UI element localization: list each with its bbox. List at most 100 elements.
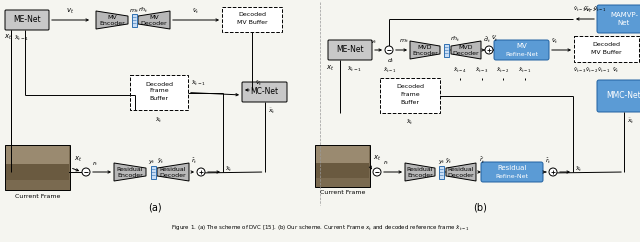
Text: $y_t$: $y_t$ bbox=[148, 158, 156, 166]
Text: Buffer: Buffer bbox=[401, 100, 419, 106]
Text: Figure 1. (a) The scheme of DVC [15]. (b) Our scheme. Current Frame $x_t$ and de: Figure 1. (a) The scheme of DVC [15]. (b… bbox=[171, 223, 469, 233]
Text: MV: MV bbox=[149, 15, 159, 20]
Circle shape bbox=[385, 46, 393, 54]
Text: $\hat{m}_t$: $\hat{m}_t$ bbox=[450, 34, 460, 44]
Text: Encoder: Encoder bbox=[99, 21, 125, 26]
Bar bbox=[6, 146, 69, 164]
Polygon shape bbox=[410, 41, 440, 59]
Text: Encoder: Encoder bbox=[117, 173, 143, 178]
Text: $\hat{m}_t$: $\hat{m}_t$ bbox=[138, 5, 148, 15]
Bar bbox=[380, 78, 440, 113]
Text: Decoded: Decoded bbox=[145, 82, 173, 86]
Polygon shape bbox=[114, 163, 146, 181]
Text: Frame: Frame bbox=[400, 92, 420, 98]
Bar bbox=[444, 44, 449, 56]
Bar bbox=[438, 166, 444, 179]
Text: MMC-Net: MMC-Net bbox=[607, 91, 640, 100]
Text: $x_t$: $x_t$ bbox=[4, 33, 12, 42]
Polygon shape bbox=[451, 41, 481, 59]
Text: Decoder: Decoder bbox=[448, 173, 474, 178]
Text: $-$: $-$ bbox=[83, 169, 89, 174]
Text: $x_t$: $x_t$ bbox=[74, 155, 83, 165]
Bar bbox=[150, 166, 156, 179]
Polygon shape bbox=[405, 163, 435, 181]
Bar bbox=[316, 163, 369, 177]
Text: $\hat{v}_{t-2}$: $\hat{v}_{t-2}$ bbox=[585, 65, 599, 75]
Text: $\hat{x}_{t-1}$: $\hat{x}_{t-1}$ bbox=[14, 33, 29, 43]
Text: Decoded: Decoded bbox=[238, 13, 266, 17]
Text: $m_t$: $m_t$ bbox=[399, 37, 409, 45]
Text: (a): (a) bbox=[148, 202, 162, 212]
Text: $\hat{y}_t$: $\hat{y}_t$ bbox=[445, 156, 452, 166]
Text: $m_t$: $m_t$ bbox=[129, 7, 139, 15]
Text: MV: MV bbox=[516, 44, 527, 50]
Text: $\hat{x}_{t-1}$: $\hat{x}_{t-1}$ bbox=[348, 64, 363, 74]
Text: Refine-Net: Refine-Net bbox=[505, 52, 538, 56]
Bar bbox=[315, 145, 370, 187]
Text: Residual: Residual bbox=[448, 167, 474, 172]
Bar bbox=[131, 14, 136, 27]
Text: $y_t$: $y_t$ bbox=[438, 158, 445, 166]
Text: Decoder: Decoder bbox=[160, 173, 186, 178]
Text: $\hat{r}_t'$: $\hat{r}_t'$ bbox=[479, 155, 486, 166]
Text: $d_t$: $d_t$ bbox=[387, 56, 395, 65]
FancyBboxPatch shape bbox=[328, 40, 372, 60]
Text: $\hat{x}_{t-1}$: $\hat{x}_{t-1}$ bbox=[191, 79, 206, 89]
Text: $\hat{v}_t$: $\hat{v}_t$ bbox=[192, 6, 200, 16]
Text: MVD: MVD bbox=[459, 45, 473, 50]
Text: $\tilde{x}_t$: $\tilde{x}_t$ bbox=[627, 117, 635, 126]
Text: $\hat{x}_{t-2}$: $\hat{x}_{t-2}$ bbox=[496, 65, 510, 75]
Text: $\hat{x}_t$: $\hat{x}_t$ bbox=[225, 164, 233, 174]
Text: $\hat{x}_{t-1}$: $\hat{x}_{t-1}$ bbox=[518, 65, 532, 75]
FancyBboxPatch shape bbox=[494, 40, 549, 60]
Polygon shape bbox=[446, 163, 476, 181]
FancyBboxPatch shape bbox=[597, 80, 640, 112]
Text: $\hat{x}_t$: $\hat{x}_t$ bbox=[155, 115, 163, 125]
Text: MC-Net: MC-Net bbox=[250, 88, 278, 97]
Polygon shape bbox=[157, 163, 189, 181]
Text: $r_t$: $r_t$ bbox=[92, 159, 99, 168]
Text: Residual: Residual bbox=[407, 167, 433, 172]
Text: $\hat{v}_t$: $\hat{v}_t$ bbox=[551, 36, 559, 46]
Text: $x_t$: $x_t$ bbox=[373, 154, 381, 163]
FancyBboxPatch shape bbox=[5, 10, 49, 30]
Text: Encoder: Encoder bbox=[412, 51, 438, 56]
Bar bbox=[574, 36, 639, 62]
Text: $\hat{x}_t$: $\hat{x}_t$ bbox=[406, 117, 414, 127]
Text: $\hat{r}_t$: $\hat{r}_t$ bbox=[191, 155, 198, 166]
Text: $\hat{r}_t$: $\hat{r}_t$ bbox=[545, 155, 552, 166]
Bar bbox=[316, 146, 369, 163]
Text: Refine-Net: Refine-Net bbox=[495, 174, 529, 179]
Text: Current Frame: Current Frame bbox=[320, 190, 365, 196]
Text: Frame: Frame bbox=[149, 89, 169, 93]
Text: Residual: Residual bbox=[497, 166, 527, 172]
Text: Decoded: Decoded bbox=[396, 84, 424, 90]
Text: Decoder: Decoder bbox=[141, 21, 167, 26]
Polygon shape bbox=[96, 11, 128, 29]
Text: $\hat{v}_{t-2}$: $\hat{v}_{t-2}$ bbox=[583, 4, 597, 14]
Text: ME-Net: ME-Net bbox=[13, 15, 41, 24]
Text: $v_t$: $v_t$ bbox=[371, 38, 378, 46]
Text: $\hat{v}_t'$: $\hat{v}_t'$ bbox=[491, 34, 499, 44]
Circle shape bbox=[373, 168, 381, 176]
Text: $\hat{v}_{t-1}$: $\hat{v}_{t-1}$ bbox=[593, 4, 607, 14]
FancyBboxPatch shape bbox=[597, 5, 640, 33]
Text: ME-Net: ME-Net bbox=[336, 45, 364, 54]
Text: MAMVP-: MAMVP- bbox=[610, 12, 638, 18]
Bar bbox=[222, 7, 282, 32]
Text: $\hat{v}_t$: $\hat{v}_t$ bbox=[612, 65, 620, 75]
FancyBboxPatch shape bbox=[481, 162, 543, 182]
Text: $x_t$: $x_t$ bbox=[326, 64, 334, 73]
Text: $\hat{x}_{t-3}$: $\hat{x}_{t-3}$ bbox=[475, 65, 489, 75]
Text: Net: Net bbox=[618, 20, 630, 26]
Text: MV: MV bbox=[107, 15, 117, 20]
Text: Residual: Residual bbox=[160, 167, 186, 172]
Text: $r_t$: $r_t$ bbox=[383, 158, 389, 167]
Text: $\hat{y}_t$: $\hat{y}_t$ bbox=[157, 156, 164, 166]
FancyBboxPatch shape bbox=[242, 82, 287, 102]
Text: $\hat{v}_t$: $\hat{v}_t$ bbox=[255, 78, 262, 88]
Circle shape bbox=[485, 46, 493, 54]
Bar bbox=[130, 75, 188, 110]
Text: $\bar{v}_t$: $\bar{v}_t$ bbox=[586, 6, 593, 15]
Text: $\hat{x}_t$: $\hat{x}_t$ bbox=[575, 164, 583, 174]
